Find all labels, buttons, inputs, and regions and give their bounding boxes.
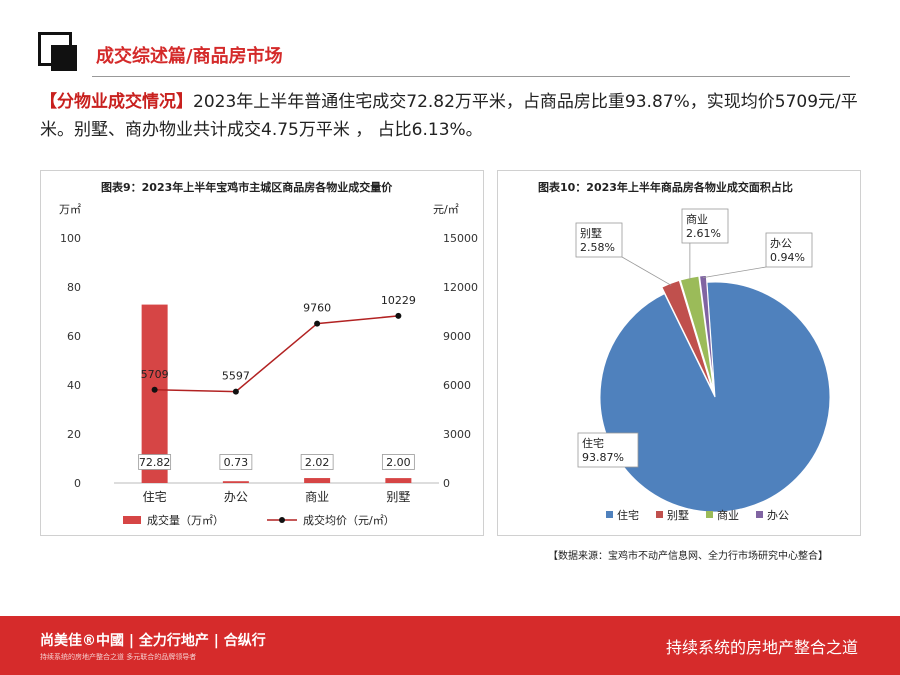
title-divider bbox=[92, 76, 850, 77]
pie-label-name: 住宅 bbox=[582, 436, 604, 450]
bar-label-box bbox=[300, 454, 334, 470]
footer-subtitle: 持续系统的房地产整合之道 多元联合的品牌领导者 bbox=[40, 653, 197, 661]
legend-swatch-住宅 bbox=[606, 511, 613, 518]
chart10-panel: 图表10：2023年上半年商品房各物业成交面积占比 住宅 93.87% 别墅 2.58… bbox=[497, 170, 861, 536]
bar-别墅 bbox=[385, 478, 412, 483]
price-point-办公 bbox=[232, 388, 239, 395]
chart10-title: 图表10：2023年上半年商品房各物业成交面积占比 bbox=[538, 181, 793, 194]
pie-label-value: 0.94% bbox=[770, 251, 805, 264]
y-left-unit: 万㎡ bbox=[59, 203, 81, 216]
y-right-tick: 6000 bbox=[443, 379, 471, 392]
bar-data-label: 72.82 bbox=[139, 456, 171, 469]
summary-paragraph: 【分物业成交情况】2023年上半年普通住宅成交72.82万平米，占商品房比重93… bbox=[40, 88, 870, 144]
bar-data-label: 2.00 bbox=[386, 456, 411, 469]
pie-label-value: 2.61% bbox=[686, 227, 721, 240]
pie-leader-line bbox=[703, 266, 767, 278]
legend-bar-label: 成交量（万㎡） bbox=[147, 513, 224, 527]
y-left-tick: 0 bbox=[74, 477, 81, 490]
legend-line-marker bbox=[279, 517, 285, 523]
y-right-tick: 15000 bbox=[443, 232, 478, 245]
pie-slice-别墅 bbox=[661, 279, 713, 391]
legend-line-label: 成交均价（元/㎡） bbox=[303, 513, 395, 527]
pie-label-name: 别墅 bbox=[580, 227, 602, 240]
price-point-住宅 bbox=[151, 386, 158, 393]
legend-label: 住宅 bbox=[617, 508, 639, 522]
legend-swatch-别墅 bbox=[656, 511, 663, 518]
price-point-商业 bbox=[314, 320, 321, 327]
legend-swatch-办公 bbox=[756, 511, 763, 518]
pie-leader-line bbox=[621, 256, 672, 286]
bar-data-label: 2.02 bbox=[305, 456, 330, 469]
pie-label-box bbox=[577, 432, 639, 468]
chart9-svg: 万㎡ 元/㎡ 0 20 40 60 80 100 0 3000 6000 9000 12000 15000… bbox=[59, 203, 478, 527]
pie-label-name: 商业 bbox=[686, 212, 708, 226]
x-tick-label: 别墅 bbox=[386, 490, 410, 504]
x-tick-label: 商业 bbox=[305, 489, 329, 504]
y-left-tick: 80 bbox=[67, 281, 81, 294]
legend-label: 别墅 bbox=[667, 509, 689, 522]
y-right-tick: 9000 bbox=[443, 330, 471, 343]
section-logo bbox=[38, 32, 77, 71]
pie-slice-商业 bbox=[679, 275, 715, 391]
line-data-label: 5597 bbox=[222, 370, 250, 383]
data-source-note: 【数据来源：宝鸡市不动产信息网、全力行市场研究中心整合】 bbox=[548, 551, 828, 562]
x-tick-label: 办公 bbox=[224, 489, 248, 504]
y-left-tick: 100 bbox=[60, 232, 81, 245]
bar-data-label: 0.73 bbox=[224, 456, 249, 469]
pie-label-box bbox=[681, 208, 729, 244]
footer-brand: 尚美佳®中國 | 全力行地产 | 合纵行 bbox=[40, 633, 266, 649]
legend-bar-swatch bbox=[123, 516, 141, 524]
price-line bbox=[154, 315, 399, 393]
line-data-label: 9760 bbox=[303, 302, 331, 315]
pie-label-box bbox=[575, 222, 623, 258]
line-data-label: 10229 bbox=[381, 294, 416, 307]
bar-商业 bbox=[304, 478, 331, 483]
bar-住宅 bbox=[141, 304, 168, 483]
legend-label: 办公 bbox=[767, 509, 789, 522]
y-left-tick: 40 bbox=[67, 379, 81, 392]
line-data-label: 5709 bbox=[141, 368, 169, 381]
bar-label-box bbox=[219, 454, 253, 470]
y-right-unit: 元/㎡ bbox=[433, 203, 459, 216]
pie-label-box bbox=[765, 232, 813, 268]
pie-slice-办公 bbox=[698, 274, 715, 391]
bar-label-box bbox=[381, 454, 415, 470]
pie-label-value: 93.87% bbox=[582, 451, 624, 464]
y-left-tick: 20 bbox=[67, 428, 81, 441]
bar-label-box bbox=[138, 454, 172, 470]
pie-label-value: 2.58% bbox=[580, 241, 615, 254]
y-right-tick: 12000 bbox=[443, 281, 478, 294]
chart9-title: 图表9：2023年上半年宝鸡市主城区商品房各物业成交量价 bbox=[101, 181, 393, 194]
y-right-tick: 0 bbox=[443, 477, 450, 490]
y-left-tick: 60 bbox=[67, 330, 81, 343]
summary-text: 2023年上半年普通住宅成交72.82万平米，占商品房比重93.87%，实现均价… bbox=[40, 92, 858, 140]
legend-swatch-商业 bbox=[706, 511, 713, 518]
pie-slice-住宅 bbox=[599, 281, 831, 513]
footer-slogan: 持续系统的房地产整合之道 bbox=[665, 638, 858, 657]
bar-办公 bbox=[222, 481, 249, 483]
y-right-tick: 3000 bbox=[443, 428, 471, 441]
footer-bar bbox=[0, 616, 900, 675]
legend-label: 商业 bbox=[717, 508, 739, 522]
chart9-panel: 图表9：2023年上半年宝鸡市主城区商品房各物业成交量价 万㎡ 元/㎡ 0 20 40 6… bbox=[40, 170, 484, 536]
price-point-别墅 bbox=[395, 312, 402, 319]
summary-tag: 【分物业成交情况】 bbox=[40, 92, 193, 112]
section-title: 成交综述篇/商品房市场 bbox=[96, 46, 283, 67]
pie-label-name: 办公 bbox=[770, 237, 792, 250]
x-tick-label: 住宅 bbox=[143, 489, 167, 504]
